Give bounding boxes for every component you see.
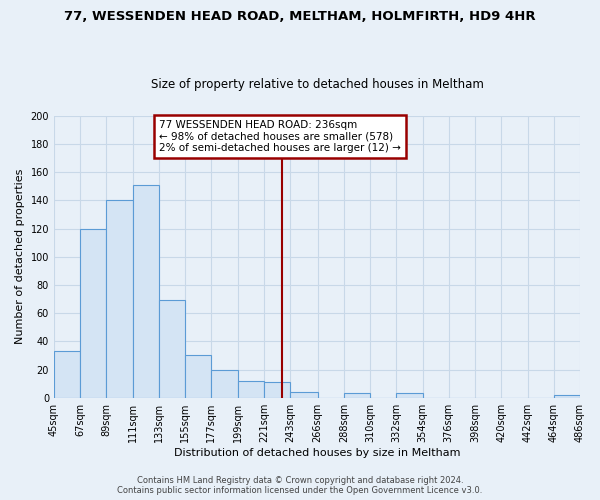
Bar (133, 185, 159, 398)
Title: Size of property relative to detached houses in Meltham: Size of property relative to detached ho… (151, 78, 484, 91)
Bar (290, 392, 317, 398)
Bar (396, 394, 422, 398)
Bar (106, 200, 133, 398)
Text: Contains HM Land Registry data © Crown copyright and database right 2024.
Contai: Contains HM Land Registry data © Crown c… (118, 476, 482, 495)
Bar (264, 382, 290, 398)
Bar (344, 394, 370, 398)
Bar (80, 228, 106, 398)
Bar (238, 381, 264, 398)
Bar (185, 356, 211, 398)
Text: 77, WESSENDEN HEAD ROAD, MELTHAM, HOLMFIRTH, HD9 4HR: 77, WESSENDEN HEAD ROAD, MELTHAM, HOLMFI… (64, 10, 536, 23)
Text: 77 WESSENDEN HEAD ROAD: 236sqm
← 98% of detached houses are smaller (578)
2% of : 77 WESSENDEN HEAD ROAD: 236sqm ← 98% of … (159, 120, 401, 153)
Bar (54, 351, 80, 398)
Bar (159, 300, 185, 398)
X-axis label: Distribution of detached houses by size in Meltham: Distribution of detached houses by size … (174, 448, 460, 458)
Bar (211, 370, 238, 398)
Bar (554, 395, 580, 398)
Y-axis label: Number of detached properties: Number of detached properties (15, 169, 25, 344)
